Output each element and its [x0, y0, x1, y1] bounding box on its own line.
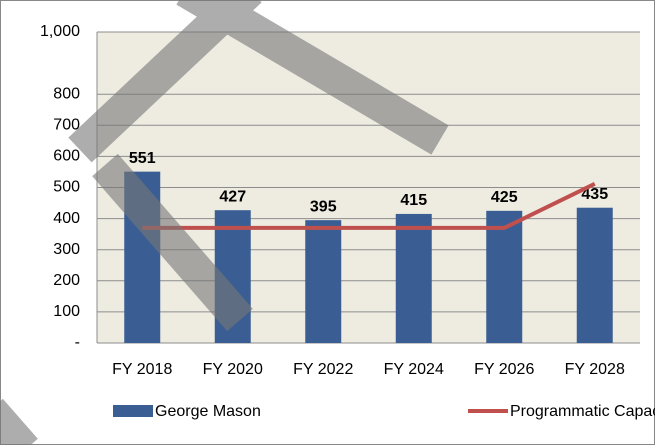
bar: [576, 207, 613, 343]
y-tick-label: 400: [53, 210, 80, 227]
y-tick-label: 100: [53, 303, 80, 320]
y-tick-label: 500: [53, 179, 80, 196]
legend-label: Programmatic Capacity: [510, 403, 655, 420]
x-tick-label: FY 2022: [293, 361, 353, 378]
legend-label: George Mason: [155, 403, 261, 420]
data-label: 415: [400, 192, 427, 209]
y-tick-label: 200: [53, 272, 80, 289]
x-tick-label: FY 2028: [565, 361, 625, 378]
y-tick-label: 800: [53, 85, 80, 102]
data-label: 435: [581, 186, 608, 203]
y-tick-label: 1,000: [40, 23, 80, 40]
x-tick-label: FY 2024: [384, 361, 444, 378]
x-tick-label: FY 2018: [112, 361, 172, 378]
bar: [305, 220, 342, 343]
bar: [395, 213, 432, 343]
line: [142, 181, 596, 230]
bar: [486, 210, 523, 343]
data-label: 425: [491, 189, 518, 206]
y-tick-label: 600: [53, 148, 80, 165]
x-tick-label: FY 2026: [474, 361, 534, 378]
x-tick-label: FY 2020: [203, 361, 263, 378]
data-label: 427: [219, 188, 246, 205]
y-tick-label: 300: [53, 241, 80, 258]
data-label: 551: [129, 150, 156, 167]
y-tick-label: 700: [53, 117, 80, 134]
y-tick-label: -: [75, 334, 80, 351]
watermark: [0, 0, 449, 445]
data-label: 395: [310, 198, 337, 215]
legend-swatch: [113, 405, 153, 417]
